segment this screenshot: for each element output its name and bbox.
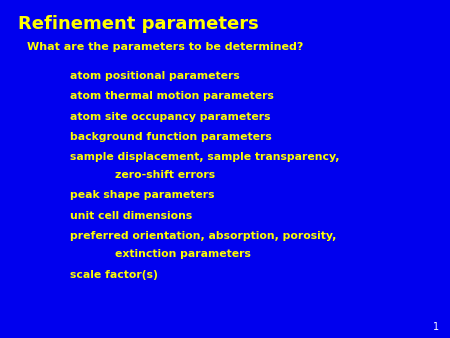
Text: zero-shift errors: zero-shift errors: [115, 170, 215, 180]
Text: background function parameters: background function parameters: [70, 132, 271, 142]
Text: atom thermal motion parameters: atom thermal motion parameters: [70, 91, 274, 101]
Text: extinction parameters: extinction parameters: [115, 249, 251, 260]
Text: scale factor(s): scale factor(s): [70, 270, 158, 281]
Text: Refinement parameters: Refinement parameters: [18, 15, 259, 33]
Text: unit cell dimensions: unit cell dimensions: [70, 211, 192, 221]
Text: atom positional parameters: atom positional parameters: [70, 71, 239, 81]
Text: atom site occupancy parameters: atom site occupancy parameters: [70, 112, 270, 122]
Text: 1: 1: [432, 322, 439, 332]
Text: preferred orientation, absorption, porosity,: preferred orientation, absorption, poros…: [70, 231, 336, 241]
Text: What are the parameters to be determined?: What are the parameters to be determined…: [27, 42, 303, 52]
Text: peak shape parameters: peak shape parameters: [70, 190, 214, 200]
Text: sample displacement, sample transparency,: sample displacement, sample transparency…: [70, 152, 339, 162]
